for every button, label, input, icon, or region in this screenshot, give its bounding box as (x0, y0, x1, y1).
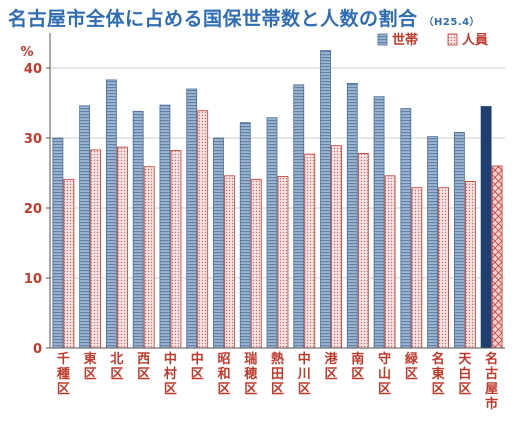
bar-households-7 (239, 122, 251, 349)
x-category-label: 南区 (351, 351, 364, 382)
bar-households-11 (346, 83, 358, 349)
bar-households-16 (480, 106, 492, 349)
bar-households-10 (320, 50, 331, 349)
legend: 世帯 人員 (377, 32, 488, 48)
x-category-label: 熱田区 (271, 351, 284, 397)
bar-households-13 (400, 108, 412, 349)
y-tick-label: 0 (33, 342, 42, 357)
y-tick-label: 30 (24, 132, 42, 147)
bar-members-1 (90, 149, 102, 349)
legend-swatch-members (447, 33, 458, 46)
y-tick-label: 10 (24, 272, 42, 287)
bar-households-8 (266, 117, 278, 349)
bar-members-3 (143, 166, 155, 349)
legend-label-households: 世帯 (392, 32, 418, 48)
legend-swatch-households (377, 33, 388, 46)
bar-members-15 (464, 180, 476, 349)
bar-members-7 (250, 178, 262, 349)
bar-members-14 (438, 187, 449, 349)
y-axis: 0 10 20 30 40% (20, 33, 51, 357)
bar-members-13 (411, 187, 423, 349)
bar-members-6 (224, 175, 235, 349)
x-category-label: 瑞穂区 (244, 351, 257, 397)
chart-subtitle: （H25.4） (423, 17, 481, 28)
x-category-label: 昭和区 (217, 352, 230, 397)
bar-households-1 (79, 105, 91, 349)
bar-households-4 (159, 104, 171, 349)
x-category-label: 守山区 (378, 351, 391, 397)
bar-members-0 (63, 178, 75, 349)
x-category-label: 天白区 (458, 352, 472, 397)
x-category-label: 北区 (110, 352, 123, 382)
bar-members-9 (304, 153, 316, 349)
bar-households-3 (132, 111, 144, 349)
bars (52, 50, 503, 349)
chart-title-main: 名古屋市全体に占める国保世帯数と人数の割合 (8, 8, 418, 30)
bar-households-0 (52, 137, 64, 349)
bar-households-9 (293, 84, 305, 349)
bar-members-10 (331, 145, 342, 349)
bar-members-4 (170, 150, 182, 349)
x-category-label: 港区 (325, 351, 339, 382)
bar-households-14 (427, 136, 438, 349)
y-tick-label: 20 (24, 202, 42, 217)
x-category-label: 中区 (191, 351, 204, 382)
bar-households-15 (453, 131, 465, 349)
bar-households-6 (213, 137, 224, 349)
x-category-label: 千種区 (57, 351, 70, 397)
bar-members-2 (117, 146, 128, 349)
x-category-label: 中川区 (297, 351, 311, 397)
bar-households-12 (373, 96, 385, 349)
y-tick-label: 40 (24, 62, 42, 77)
x-category-label: 中村区 (164, 351, 177, 397)
chart-title: 名古屋市全体に占める国保世帯数と人数の割合 （H25.4） (8, 4, 480, 31)
bar-members-8 (277, 176, 289, 349)
x-category-label: 名古屋市 (485, 351, 498, 412)
x-category-label: 西区 (137, 352, 150, 382)
x-category-label: 東区 (84, 351, 97, 382)
y-unit-label: % (20, 45, 33, 60)
bar-members-5 (197, 110, 209, 349)
legend-label-members: 人員 (462, 32, 488, 48)
bar-members-12 (384, 175, 396, 349)
x-category-label: 緑区 (405, 351, 419, 382)
bar-members-16 (491, 165, 503, 349)
bar-households-5 (186, 88, 198, 349)
bar-members-11 (357, 152, 369, 349)
bar-households-2 (106, 79, 117, 349)
x-category-label: 名東区 (432, 351, 445, 397)
